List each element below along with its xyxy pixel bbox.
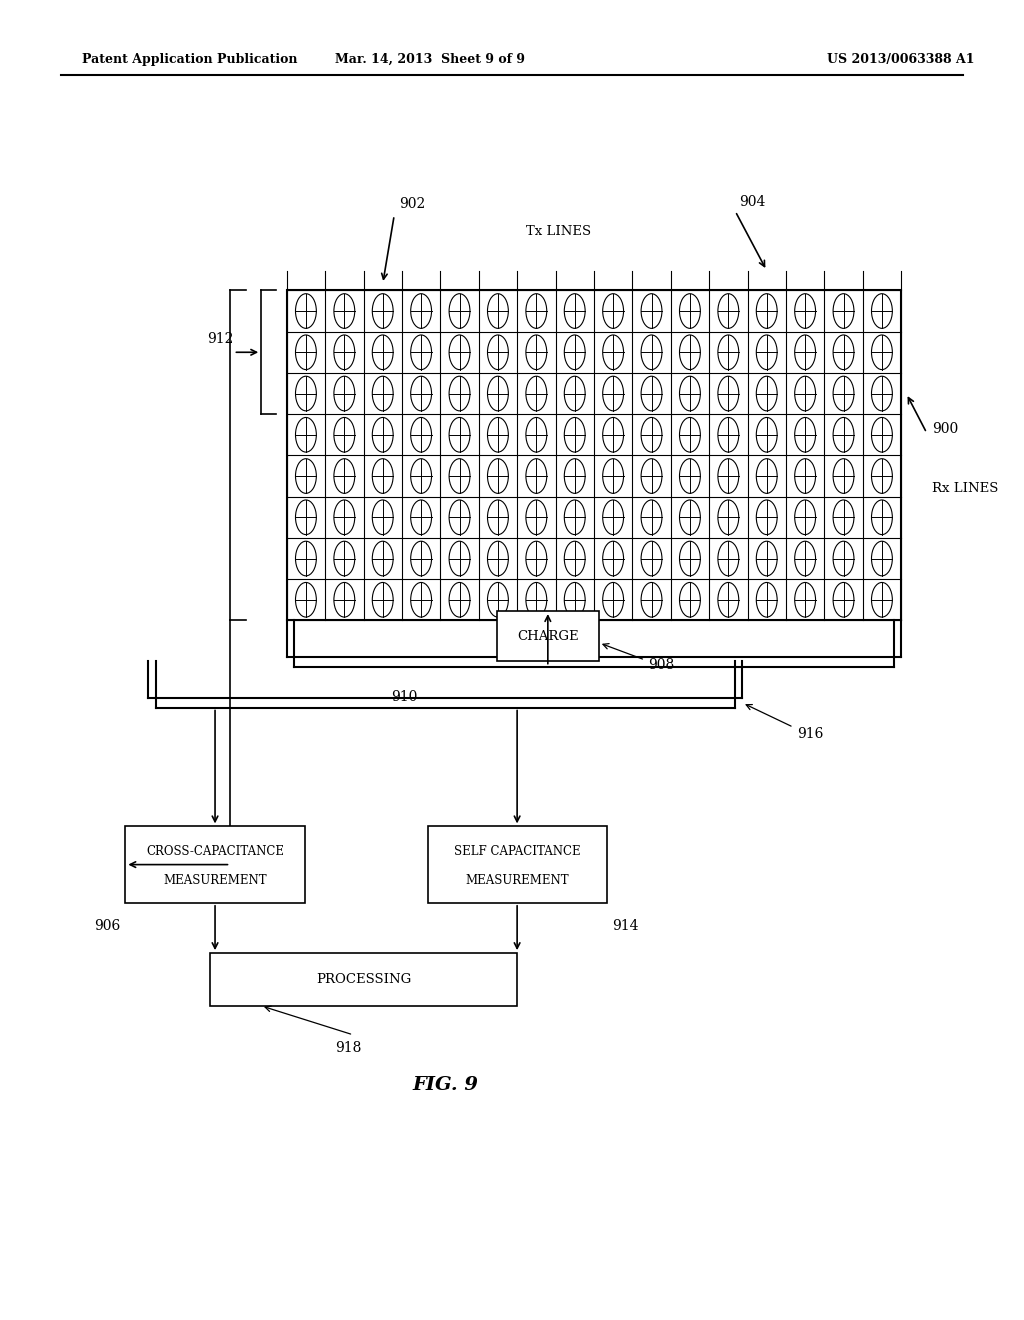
Text: 914: 914 — [612, 919, 638, 933]
Text: 908: 908 — [648, 659, 675, 672]
Text: 910: 910 — [391, 690, 418, 705]
Text: MEASUREMENT: MEASUREMENT — [163, 874, 267, 887]
Text: 906: 906 — [94, 919, 121, 933]
Text: 918: 918 — [335, 1041, 361, 1056]
Bar — [287, 290, 901, 620]
Bar — [210, 953, 517, 1006]
Text: 912: 912 — [207, 331, 233, 346]
Text: FIG. 9: FIG. 9 — [413, 1076, 478, 1094]
Text: 904: 904 — [739, 194, 766, 209]
Text: PROCESSING: PROCESSING — [315, 973, 412, 986]
Text: CROSS-CAPACITANCE: CROSS-CAPACITANCE — [146, 845, 284, 858]
Text: Rx LINES: Rx LINES — [932, 482, 998, 495]
Bar — [497, 611, 599, 661]
Text: CHARGE: CHARGE — [517, 630, 579, 643]
Text: Tx LINES: Tx LINES — [525, 224, 591, 238]
Text: US 2013/0063388 A1: US 2013/0063388 A1 — [827, 53, 975, 66]
Bar — [428, 826, 606, 903]
Text: Mar. 14, 2013  Sheet 9 of 9: Mar. 14, 2013 Sheet 9 of 9 — [335, 53, 525, 66]
Text: SELF CAPACITANCE: SELF CAPACITANCE — [454, 845, 581, 858]
Text: Patent Application Publication: Patent Application Publication — [82, 53, 297, 66]
Text: 902: 902 — [399, 197, 426, 211]
Text: 916: 916 — [797, 727, 823, 741]
Text: 900: 900 — [932, 422, 958, 436]
Bar — [125, 826, 305, 903]
Text: MEASUREMENT: MEASUREMENT — [465, 874, 569, 887]
